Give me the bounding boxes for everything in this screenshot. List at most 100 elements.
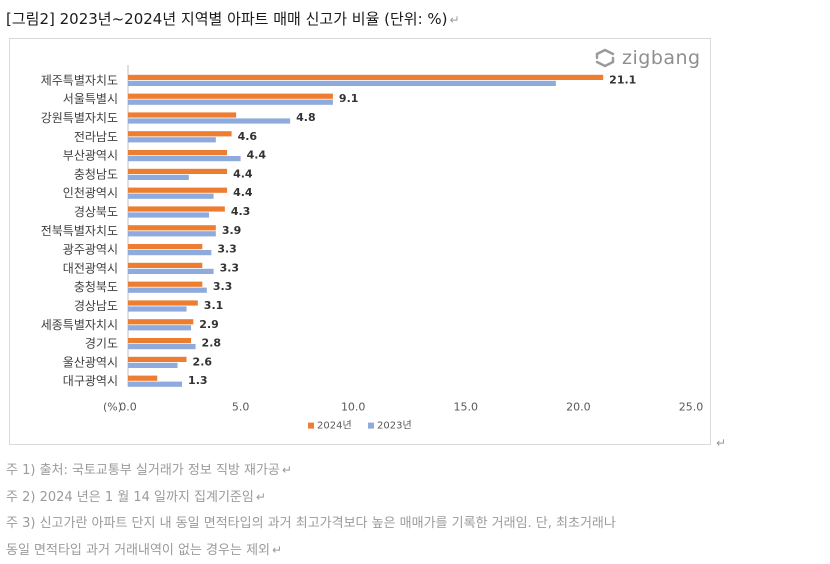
zigbang-logo-icon xyxy=(595,48,615,68)
category-label: 세종특별자치시 xyxy=(41,318,118,332)
footnote-3-text: 주 3) 신고가란 아파트 단지 내 동일 면적타입의 과거 최고가격보다 높은… xyxy=(6,516,616,531)
bar-2024 xyxy=(128,300,198,306)
paragraph-mark-icon: ↵ xyxy=(449,13,460,27)
bar-2023 xyxy=(128,268,214,274)
data-label: 2.8 xyxy=(202,337,222,350)
x-tick-label: 5.0 xyxy=(232,401,250,414)
paragraph-mark-icon: ↵ xyxy=(272,543,283,557)
category-label: 충청남도 xyxy=(74,167,118,181)
legend-label: 2023년 xyxy=(377,420,412,432)
data-label: 4.6 xyxy=(238,130,258,143)
data-label: 9.1 xyxy=(339,92,359,105)
footnotes: 주 1) 출처: 국토교통부 실거래가 정보 직방 재가공 ↵ 주 2) 2024… xyxy=(6,457,826,564)
data-label: 3.1 xyxy=(204,299,224,312)
paragraph-mark-icon: ↵ xyxy=(716,436,727,450)
bar-2023 xyxy=(128,80,556,86)
data-label: 1.3 xyxy=(188,374,208,387)
category-label: 대구광역시 xyxy=(63,374,118,388)
bar-2024 xyxy=(128,262,203,268)
footnote-3-continued-text: 동일 면적타입 과거 거래내역이 없는 경우는 제외 xyxy=(6,543,270,558)
bar-2024 xyxy=(128,150,228,156)
legend-swatch-2024 xyxy=(308,422,314,429)
bar-2024 xyxy=(128,187,228,193)
bar-2024 xyxy=(128,168,228,174)
category-label: 전북특별자치도 xyxy=(41,224,118,238)
bar-2023 xyxy=(128,362,178,368)
data-label: 4.8 xyxy=(296,111,316,124)
bar-2024 xyxy=(128,375,158,381)
data-label: 21.1 xyxy=(609,73,636,86)
x-tick-label: 25.0 xyxy=(679,401,704,414)
category-label: 강원특별자치도 xyxy=(41,111,118,125)
category-label: 인천광역시 xyxy=(63,185,118,200)
bar-2023 xyxy=(128,344,196,350)
bar-2024 xyxy=(128,225,216,231)
x-tick-label: 10.0 xyxy=(341,401,366,414)
category-label: 울산광역시 xyxy=(63,355,118,369)
x-axis-unit-label: (%) xyxy=(103,401,122,414)
data-label: 3.9 xyxy=(222,224,242,237)
bar-2023 xyxy=(128,231,216,237)
bar-2024 xyxy=(128,74,604,80)
data-label: 4.4 xyxy=(233,167,253,180)
footnote-3: 주 3) 신고가란 아파트 단지 내 동일 면적타입의 과거 최고가격보다 높은… xyxy=(6,511,826,537)
bar-2024 xyxy=(128,319,194,325)
x-tick-label: 20.0 xyxy=(566,401,591,414)
category-label: 전라남도 xyxy=(74,130,118,144)
bar-2023 xyxy=(128,287,207,293)
bar-2024 xyxy=(128,281,203,287)
chart-frame: 제주특별자치도 21.1 서울특별시 9.1 강원특별자치도 4.8 전라남도 4.6 부산광역… xyxy=(9,38,711,445)
category-label: 부산광역시 xyxy=(63,149,118,163)
data-label: 2.6 xyxy=(193,355,213,368)
category-label: 서울특별시 xyxy=(63,92,118,106)
data-label: 4.4 xyxy=(233,186,253,199)
data-label: 3.3 xyxy=(217,243,237,256)
category-label: 충청북도 xyxy=(74,280,118,294)
paragraph-mark-icon: ↵ xyxy=(281,463,292,477)
category-label: 경기도 xyxy=(85,337,118,351)
data-label: 3.3 xyxy=(220,261,240,274)
figure-title-text: [그림2] 2023년~2024년 지역별 아파트 매매 신고가 비율 (단위:… xyxy=(6,10,448,28)
category-label: 경상남도 xyxy=(74,299,118,313)
bar-2024 xyxy=(128,93,333,99)
x-tick-label: 15.0 xyxy=(454,401,479,414)
category-label: 광주광역시 xyxy=(63,243,118,257)
bar-2023 xyxy=(128,137,216,143)
bar-2024 xyxy=(128,131,232,137)
footnote-1-text: 주 1) 출처: 국토교통부 실거래가 정보 직방 재가공 xyxy=(6,463,280,478)
bar-2024 xyxy=(128,338,192,344)
bar-2023 xyxy=(128,306,187,312)
category-label: 대전광역시 xyxy=(63,261,118,275)
footnote-1: 주 1) 출처: 국토교통부 실거래가 정보 직방 재가공 ↵ xyxy=(6,457,826,484)
category-label: 경상북도 xyxy=(74,205,118,219)
bar-2023 xyxy=(128,118,291,124)
data-label: 2.9 xyxy=(199,318,219,331)
zigbang-logo: zigbang xyxy=(594,47,701,69)
bar-2023 xyxy=(128,325,192,331)
bar-2023 xyxy=(128,212,210,218)
data-label: 3.3 xyxy=(213,280,233,293)
bar-2024 xyxy=(128,206,225,212)
data-label: 4.3 xyxy=(231,205,251,218)
category-label: 제주특별자치도 xyxy=(41,73,118,87)
bar-2023 xyxy=(128,156,241,162)
bar-2024 xyxy=(128,112,237,118)
paragraph-mark-icon: ↵ xyxy=(255,490,266,504)
bar-2023 xyxy=(128,381,183,387)
data-label: 4.4 xyxy=(247,149,267,162)
legend-label: 2024년 xyxy=(317,420,352,432)
footnote-2: 주 2) 2024 년은 1 월 14 일까지 집계기준임 ↵ xyxy=(6,484,826,511)
bar-2024 xyxy=(128,356,187,362)
bar-2024 xyxy=(128,244,203,250)
footnote-3-continued: 동일 면적타입 과거 거래내역이 없는 경우는 제외 ↵ xyxy=(6,537,826,564)
figure-title: [그림2] 2023년~2024년 지역별 아파트 매매 신고가 비율 (단위:… xyxy=(6,8,460,29)
bar-2023 xyxy=(128,250,212,256)
legend-swatch-2023 xyxy=(368,422,374,429)
x-tick-label: 0.0 xyxy=(119,401,137,414)
bar-2023 xyxy=(128,193,214,199)
footnote-2-text: 주 2) 2024 년은 1 월 14 일까지 집계기준임 xyxy=(6,490,254,505)
bar-2023 xyxy=(128,99,333,105)
bar-2023 xyxy=(128,174,189,180)
bar-chart: 제주특별자치도 21.1 서울특별시 9.1 강원특별자치도 4.8 전라남도 4.6 부산광역… xyxy=(41,65,704,432)
zigbang-logo-text: zigbang xyxy=(622,47,701,69)
